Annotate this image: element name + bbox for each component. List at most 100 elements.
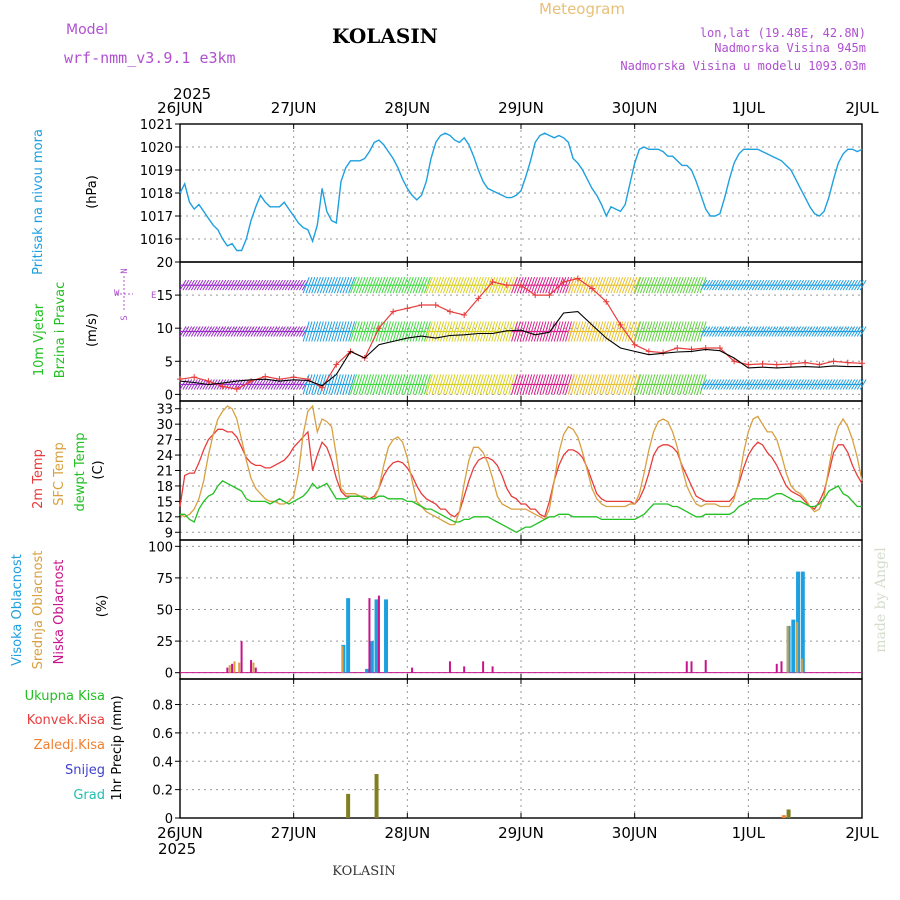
precip-label-total: Ukupna Kisa xyxy=(25,689,105,704)
gust-marker xyxy=(731,358,738,365)
y-tick-label: 24 xyxy=(156,449,173,464)
gust-marker xyxy=(205,378,212,385)
y-tick-label: 1020 xyxy=(140,141,173,156)
precip-bar-frozen xyxy=(781,815,786,818)
year-top: 2025 xyxy=(173,85,211,103)
date-label-top: 1JUL xyxy=(732,99,766,117)
gust-marker xyxy=(390,308,397,315)
y-tick-label: 12 xyxy=(156,511,173,526)
gust-marker xyxy=(745,361,752,368)
gust-marker xyxy=(589,285,596,292)
cloud-bar-high xyxy=(384,599,389,673)
wind-direction-legend: W E N S xyxy=(114,268,156,320)
top-date-labels: 26JUN 27JUN 28JUN 29JUN 30JUN 1JUL 2JUL xyxy=(157,99,879,117)
cloud-bar-high xyxy=(374,599,379,673)
cloud-bar-low xyxy=(240,641,243,673)
y-tick-label: 20 xyxy=(156,256,173,271)
wind-barb-stroke xyxy=(859,279,867,291)
panel-frame xyxy=(179,678,863,819)
wind-speed-line xyxy=(179,311,862,387)
gust-marker xyxy=(219,383,226,390)
watermark: made by Angel xyxy=(873,547,889,653)
cloud-bar-high xyxy=(791,619,796,673)
gust-marker xyxy=(233,386,240,393)
cloud-bar-low xyxy=(377,595,380,673)
cloud-bar-high xyxy=(365,668,370,673)
date-label-top: 30JUN xyxy=(612,99,658,117)
date-label-top: 2JUL xyxy=(845,99,879,117)
gust-marker xyxy=(816,361,823,368)
cloud-bar-low xyxy=(491,666,494,673)
lonlat-label: lon,lat (19.48E, 42.8N) xyxy=(700,26,866,40)
gust-marker xyxy=(262,373,269,380)
gust-marker xyxy=(475,295,482,302)
gust-marker xyxy=(333,361,340,368)
gust-marker xyxy=(489,278,496,285)
y-tick-label: 33 xyxy=(156,403,173,418)
cloud-bar-mid xyxy=(341,646,344,673)
cloud-bar-mid xyxy=(252,662,255,673)
cloud-bar-low xyxy=(254,667,257,673)
wind-panel: 0 5 10 15 20 xyxy=(156,256,867,403)
cloud-bar-low xyxy=(685,661,688,673)
grid xyxy=(175,123,862,262)
date-label-top: 29JUN xyxy=(498,99,544,117)
dewpoint-line xyxy=(180,479,862,534)
gust-marker xyxy=(603,298,610,305)
legend-e: E xyxy=(151,291,156,301)
temp-label-2m: 2m Temp xyxy=(31,449,46,509)
y-tick-label: 0.6 xyxy=(152,727,173,742)
cloud-bar-low xyxy=(231,663,234,673)
date-label-top: 27JUN xyxy=(271,99,317,117)
cloud-bar-low xyxy=(690,661,693,673)
y-tick-label: 0.8 xyxy=(152,699,173,714)
cloud-label-mid: Srednja Oblacnost xyxy=(31,551,46,670)
y-tick-label: 0 xyxy=(165,667,173,682)
gust-marker xyxy=(503,282,510,289)
y-tick-label: 9 xyxy=(165,526,173,541)
wind-unit: (m/s) xyxy=(85,313,100,347)
gust-marker xyxy=(290,374,297,381)
y-tick-label: 0 xyxy=(165,388,173,403)
y-tick-label: 1021 xyxy=(140,118,173,133)
year-bottom: 2025 xyxy=(158,840,196,858)
gust-marker xyxy=(787,360,794,367)
gust-marker xyxy=(716,345,723,352)
wind-barb-stroke xyxy=(859,379,867,390)
precip-label-snow: Snijeg xyxy=(65,763,105,778)
grid xyxy=(175,401,862,540)
model-label: Model xyxy=(66,22,108,38)
gust-marker xyxy=(645,348,652,355)
y-tick-label: 1019 xyxy=(140,164,173,179)
cloud-bar-high xyxy=(369,641,374,673)
gust-marker xyxy=(802,359,809,366)
date-label-top: 26JUN xyxy=(157,99,203,117)
date-label-bottom: 30JUN xyxy=(612,824,658,842)
cloud-bar-mid xyxy=(800,658,803,673)
pressure-line xyxy=(179,132,863,252)
gust-marker xyxy=(631,341,638,348)
gust-marker xyxy=(773,361,780,368)
pressure-title: Pritisak na nivou mora xyxy=(31,129,46,275)
precip-unit: 1hr Precip (mm) xyxy=(110,695,125,800)
station-title: KOLASIN xyxy=(332,24,438,48)
gust-marker xyxy=(432,302,439,309)
gust-marker xyxy=(574,275,581,282)
cloud-bar-low xyxy=(411,667,414,673)
temp-unit: (C) xyxy=(91,460,106,479)
gust-marker xyxy=(617,321,624,328)
gust-marker xyxy=(404,305,411,312)
gust-marker xyxy=(518,282,524,289)
y-tick-label: 18 xyxy=(156,480,173,495)
cloud-bar-mid xyxy=(228,665,231,673)
y-tick-label: 15 xyxy=(156,289,173,304)
y-tick-label: 10 xyxy=(156,322,173,337)
cloud-bar-mid xyxy=(238,662,241,673)
precip-panel: 0 0.2 0.4 0.6 0.8 xyxy=(152,678,863,827)
date-label-bottom: 2JUL xyxy=(845,824,879,842)
date-label-bottom: 29JUN xyxy=(498,824,544,842)
precip-bar-total xyxy=(786,809,791,818)
